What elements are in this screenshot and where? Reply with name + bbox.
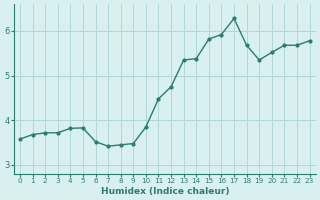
X-axis label: Humidex (Indice chaleur): Humidex (Indice chaleur) (100, 187, 229, 196)
